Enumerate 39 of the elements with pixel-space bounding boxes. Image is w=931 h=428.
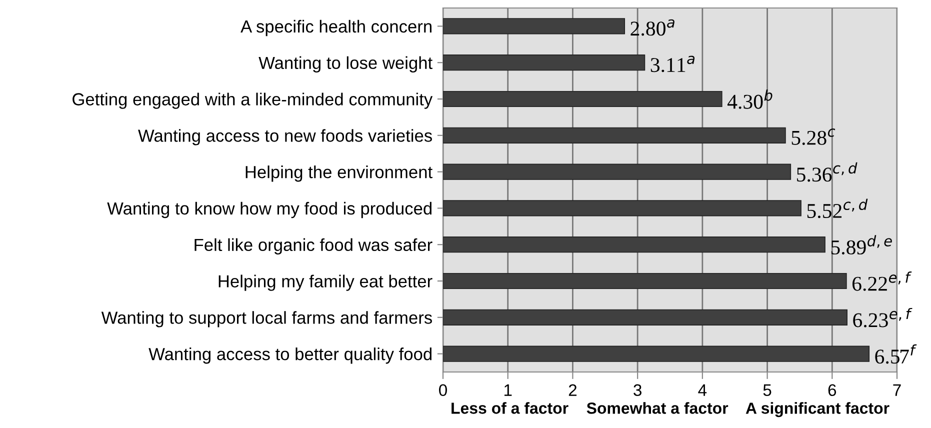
data-label: 5.36$^{c,d}$ — [797, 162, 858, 182]
y-tick-label: Wanting to support local farms and farmers — [101, 311, 432, 328]
y-tick-label: Helping the environment — [246, 166, 432, 182]
x-tick-label: 0 — [439, 384, 447, 396]
data-label: 3.11$^{a}$ — [650, 56, 695, 72]
bar — [443, 54, 646, 71]
y-tick-label: Helping my family eat better — [218, 274, 432, 291]
x-tick-label: 6 — [828, 384, 836, 396]
bar — [443, 200, 802, 216]
bar — [443, 309, 848, 326]
bar — [443, 127, 786, 144]
y-tick-label: Wanting to know how my food is produced — [107, 202, 432, 218]
data-label: 6.22$^{e,f}$ — [852, 272, 912, 291]
y-tick-label: Wanting access to new foods varieties — [138, 129, 432, 146]
x-tick-label: 7 — [893, 384, 901, 396]
x-tick-label: 5 — [763, 384, 772, 396]
x-axis-title: Less of a factor Somewhat a factor A significant factor — [452, 402, 890, 418]
data-label: 2.80$^{a}$ — [630, 19, 674, 36]
data-label: 5.89$^{d,e}$ — [831, 235, 892, 255]
data-label: 6.57$^{f}$ — [875, 344, 917, 364]
y-tick-label: Wanting to lose weight — [258, 56, 432, 72]
bar — [443, 346, 870, 362]
bar — [443, 164, 792, 180]
bar — [443, 236, 826, 253]
y-tick-label: Felt like organic food was safer — [194, 238, 432, 254]
bar — [443, 272, 847, 290]
bar — [443, 18, 626, 34]
data-label: 4.30$^{b}$ — [727, 90, 772, 109]
x-tick-label: 4 — [698, 384, 707, 396]
y-tick-label: A specific health concern — [240, 20, 432, 36]
x-tick-label: 2 — [568, 384, 577, 396]
y-tick-label: Wanting access to better quality food — [148, 348, 432, 364]
data-label: 5.52$^{c,d}$ — [807, 198, 868, 218]
x-tick-label: 3 — [634, 384, 642, 396]
y-tick-label: Getting engaged with a like-minded community — [72, 92, 433, 109]
bar — [443, 90, 722, 108]
data-label: 5.28$^{c}$ — [792, 128, 836, 145]
x-tick-label: 1 — [504, 384, 512, 396]
data-label: 6.23$^{e,f}$ — [853, 308, 912, 328]
